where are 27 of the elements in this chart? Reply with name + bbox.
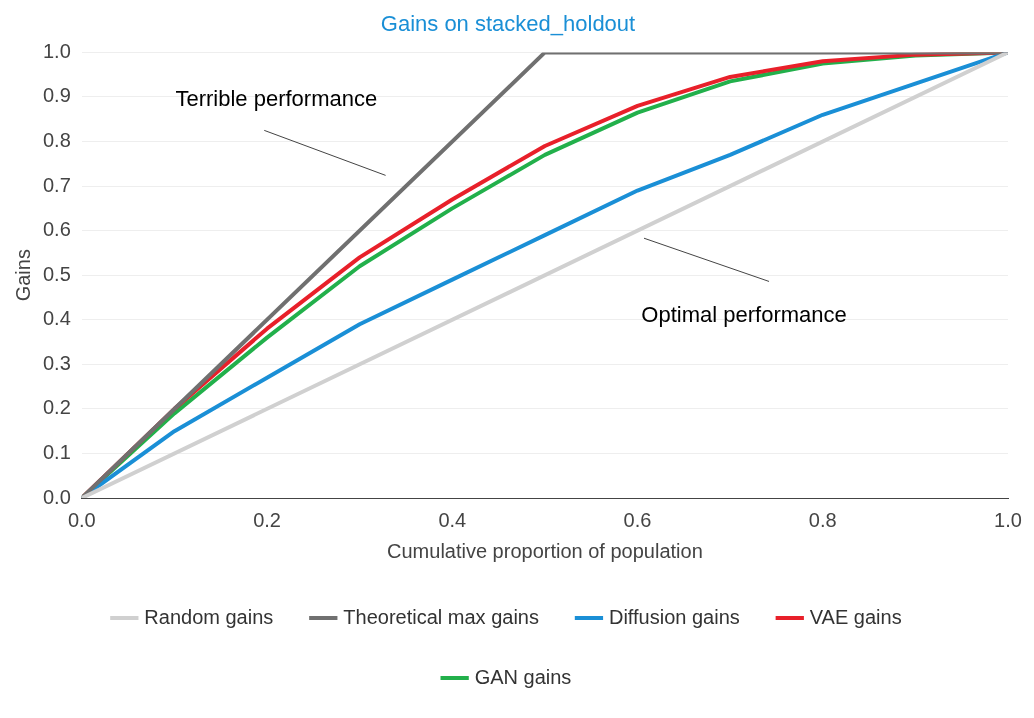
legend-label: Diffusion gains bbox=[608, 605, 740, 628]
legend-label: Random gains bbox=[144, 605, 274, 628]
chart-title: Gains on stacked_holdout bbox=[380, 11, 636, 37]
y-tick-label: 0.8 bbox=[42, 129, 71, 152]
x-axis-title: Cumulative proportion of population bbox=[387, 539, 703, 562]
x-tick-label: 0.0 bbox=[67, 508, 96, 531]
x-tick-label: 0.8 bbox=[808, 508, 837, 531]
x-tick-label: 0.6 bbox=[623, 508, 652, 531]
y-tick-label: 0.2 bbox=[42, 396, 71, 419]
y-tick-label: 0.3 bbox=[42, 351, 71, 374]
y-axis-title: Gains bbox=[11, 249, 34, 302]
x-tick-label: 1.0 bbox=[994, 508, 1022, 531]
legend-label: Theoretical max gains bbox=[343, 605, 539, 628]
legend-label: GAN gains bbox=[474, 665, 572, 688]
annotation: Optimal performance bbox=[641, 302, 847, 328]
legend-label: VAE gains bbox=[809, 605, 902, 628]
y-tick-label: 0.5 bbox=[42, 262, 71, 285]
x-tick-label: 0.2 bbox=[253, 508, 281, 531]
x-tick-label: 0.4 bbox=[438, 508, 467, 531]
y-tick-label: 0.6 bbox=[42, 218, 71, 241]
y-tick-label: 0.0 bbox=[42, 485, 71, 508]
y-tick-label: 0.9 bbox=[42, 84, 71, 107]
y-tick-label: 0.1 bbox=[42, 440, 71, 463]
y-tick-label: 0.4 bbox=[42, 307, 71, 330]
y-tick-label: 0.7 bbox=[42, 173, 71, 196]
annotation: Terrible performance bbox=[175, 85, 378, 111]
y-tick-label: 1.0 bbox=[42, 39, 71, 62]
